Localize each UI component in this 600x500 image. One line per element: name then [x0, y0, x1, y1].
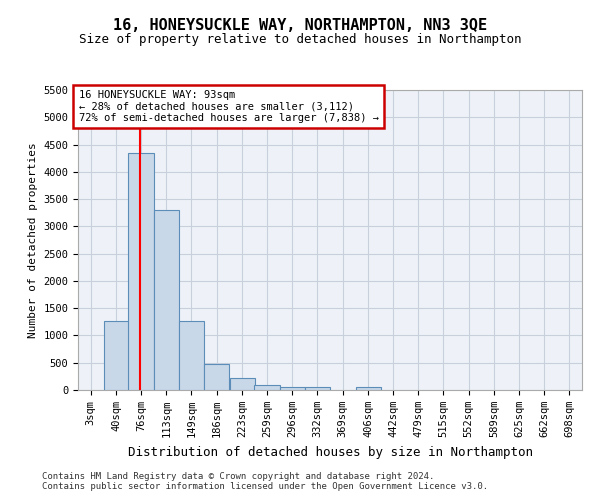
Bar	[128, 152, 154, 390]
Text: Size of property relative to detached houses in Northampton: Size of property relative to detached ho…	[79, 32, 521, 46]
Bar	[230, 378, 255, 390]
Bar	[305, 387, 330, 390]
Bar	[204, 364, 229, 390]
Bar	[356, 387, 381, 390]
Bar	[254, 385, 280, 390]
Y-axis label: Number of detached properties: Number of detached properties	[28, 142, 38, 338]
Text: 16 HONEYSUCKLE WAY: 93sqm
← 28% of detached houses are smaller (3,112)
72% of se: 16 HONEYSUCKLE WAY: 93sqm ← 28% of detac…	[79, 90, 379, 123]
X-axis label: Distribution of detached houses by size in Northampton: Distribution of detached houses by size …	[128, 446, 533, 458]
Text: Contains HM Land Registry data © Crown copyright and database right 2024.: Contains HM Land Registry data © Crown c…	[42, 472, 434, 481]
Text: Contains public sector information licensed under the Open Government Licence v3: Contains public sector information licen…	[42, 482, 488, 491]
Bar	[179, 322, 204, 390]
Bar	[104, 322, 129, 390]
Bar	[154, 210, 179, 390]
Text: 16, HONEYSUCKLE WAY, NORTHAMPTON, NN3 3QE: 16, HONEYSUCKLE WAY, NORTHAMPTON, NN3 3Q…	[113, 18, 487, 32]
Bar	[280, 387, 305, 390]
